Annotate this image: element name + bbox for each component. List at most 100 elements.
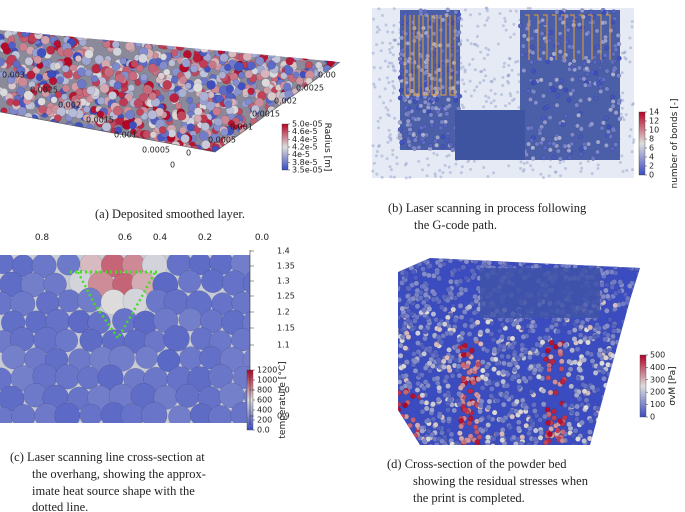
- particle: [616, 260, 623, 267]
- particle: [529, 35, 535, 41]
- particle: [210, 40, 219, 49]
- particle: [168, 39, 176, 47]
- particle: [607, 390, 614, 396]
- particle: [397, 95, 403, 101]
- particle: [475, 35, 479, 39]
- particle: [596, 166, 600, 170]
- particle: [274, 33, 284, 42]
- particle: [94, 54, 105, 65]
- particle: [570, 64, 575, 69]
- particle: [517, 409, 524, 415]
- particle: [162, 30, 172, 36]
- particle: [301, 106, 312, 117]
- particle: [398, 258, 399, 259]
- particle: [612, 302, 619, 309]
- particle: [105, 30, 113, 33]
- particle: [532, 258, 539, 261]
- particle: [579, 419, 585, 426]
- particle: [332, 119, 340, 129]
- particle: [623, 335, 629, 341]
- particle: [574, 416, 580, 423]
- particle: [430, 96, 436, 102]
- particle: [189, 145, 200, 152]
- particle: [100, 139, 109, 148]
- particle: [447, 258, 454, 264]
- particle: [482, 105, 486, 109]
- particle: [496, 42, 500, 46]
- particle: [623, 374, 630, 381]
- particle: [542, 145, 548, 151]
- particle: [404, 161, 408, 165]
- particle: [540, 401, 547, 408]
- particle: [577, 65, 582, 71]
- particle: [96, 16, 103, 23]
- particle: [328, 105, 337, 114]
- laser-path: [525, 14, 530, 60]
- particle: [20, 147, 29, 152]
- particle: [18, 77, 28, 87]
- particle: [425, 174, 429, 178]
- particle: [168, 405, 192, 423]
- axis-label: 0.9: [277, 412, 290, 421]
- particle: [605, 430, 611, 437]
- particle: [543, 356, 549, 363]
- particle: [206, 17, 216, 27]
- particle: [65, 21, 72, 28]
- particle: [407, 142, 413, 148]
- particle: [421, 438, 428, 445]
- particle: [140, 73, 148, 82]
- particle: [616, 288, 622, 295]
- particle: [622, 118, 626, 122]
- colorbar-title: temperature [°C]: [278, 361, 288, 438]
- particle: [259, 126, 268, 135]
- particle: [393, 38, 397, 42]
- particle: [629, 388, 636, 395]
- particle: [420, 299, 427, 306]
- particle: [306, 30, 316, 39]
- particle: [271, 47, 281, 57]
- particle: [269, 45, 277, 54]
- particle: [170, 30, 180, 37]
- axis-label: 0.2: [198, 233, 212, 243]
- particle: [397, 119, 403, 125]
- particle: [617, 116, 623, 122]
- particle: [624, 325, 631, 331]
- particle: [426, 428, 432, 434]
- particle: [606, 406, 612, 412]
- particle: [393, 69, 397, 73]
- axis-label: 1.35: [277, 262, 295, 271]
- particle: [391, 148, 395, 152]
- particle: [444, 111, 450, 117]
- particle: [95, 30, 103, 35]
- particle: [12, 122, 21, 132]
- particle: [512, 97, 516, 101]
- particle: [509, 9, 513, 13]
- particle: [560, 122, 566, 127]
- particle: [439, 438, 445, 445]
- particle: [205, 100, 216, 111]
- particle: [398, 444, 399, 445]
- particle: [283, 34, 291, 43]
- particle: [399, 413, 405, 420]
- particle: [576, 360, 583, 367]
- particle: [476, 24, 480, 28]
- particle: [386, 30, 390, 34]
- particle: [621, 169, 625, 173]
- particle: [210, 30, 220, 35]
- particle: [536, 373, 542, 380]
- particle: [333, 114, 340, 124]
- particle: [19, 19, 27, 27]
- particle: [119, 97, 128, 107]
- particle: [515, 324, 522, 330]
- particle: [486, 16, 490, 20]
- particle: [322, 31, 332, 40]
- particle: [267, 60, 277, 70]
- particle: [406, 106, 412, 112]
- particle: [455, 80, 461, 85]
- particle: [627, 283, 633, 289]
- axis-label: 0.003: [2, 71, 25, 80]
- particle: [143, 22, 150, 29]
- particle: [412, 368, 419, 374]
- axis-label: 1.2: [277, 308, 290, 317]
- particle: [322, 19, 332, 29]
